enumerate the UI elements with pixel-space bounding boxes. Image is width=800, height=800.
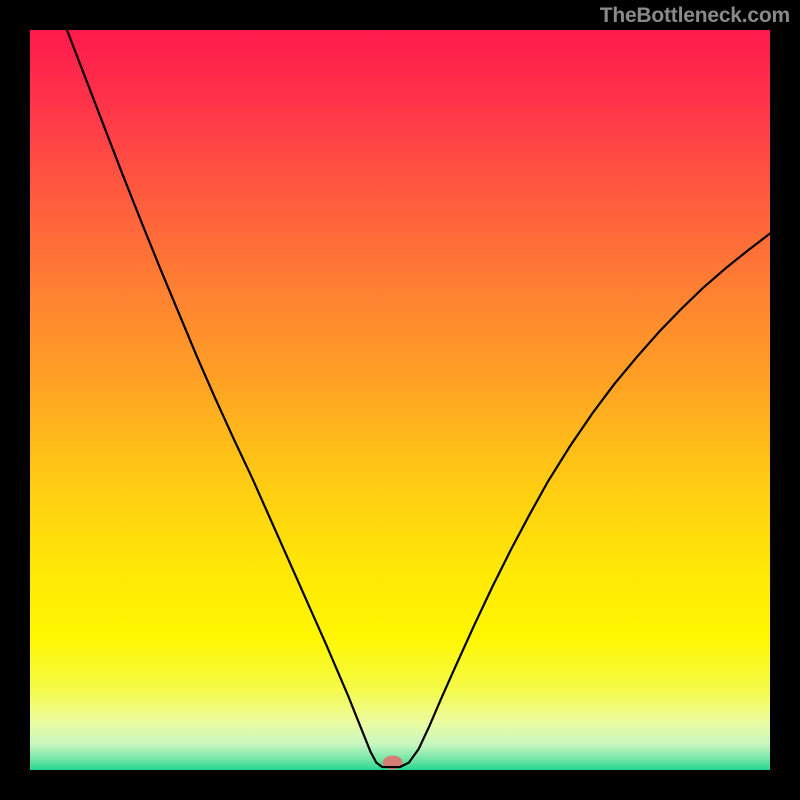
gradient-background xyxy=(30,30,770,770)
chart-svg xyxy=(30,30,770,770)
chart-plot xyxy=(30,30,770,770)
watermark-text: TheBottleneck.com xyxy=(600,4,790,28)
